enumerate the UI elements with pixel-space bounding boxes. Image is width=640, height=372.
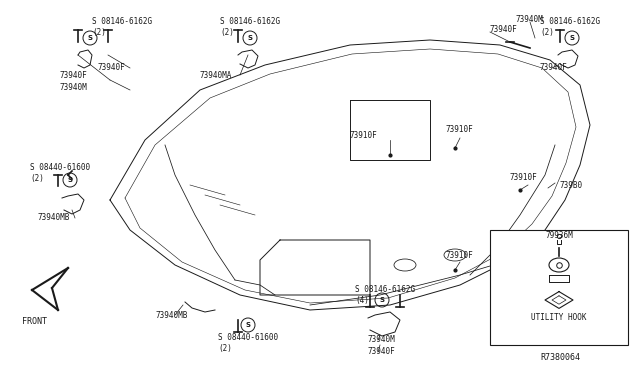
Text: S 08440-61600: S 08440-61600: [30, 164, 90, 173]
Text: (2): (2): [218, 343, 232, 353]
Text: UTILITY HOOK: UTILITY HOOK: [531, 312, 587, 321]
Text: 73940MB: 73940MB: [155, 311, 188, 320]
Text: (2): (2): [92, 28, 106, 36]
Text: 73910F: 73910F: [510, 173, 538, 183]
Text: (2): (2): [220, 28, 234, 36]
Text: FRONT: FRONT: [22, 317, 47, 327]
Text: S: S: [380, 297, 385, 303]
Text: 73940MB: 73940MB: [38, 214, 70, 222]
Text: S 08146-6162G: S 08146-6162G: [540, 17, 600, 26]
Text: 73910F: 73910F: [445, 250, 473, 260]
Text: R7380064: R7380064: [540, 353, 580, 362]
Text: (2): (2): [30, 173, 44, 183]
Text: 73940F: 73940F: [98, 64, 125, 73]
Text: 73940F: 73940F: [540, 64, 568, 73]
Text: 79936M: 79936M: [545, 231, 573, 240]
Text: 73940M: 73940M: [60, 83, 88, 93]
Bar: [490, 230, 628, 345]
Text: 73940F: 73940F: [490, 26, 518, 35]
Text: S: S: [248, 35, 253, 41]
Text: S: S: [67, 177, 72, 183]
Text: S: S: [88, 35, 93, 41]
Text: 73940M: 73940M: [368, 336, 396, 344]
Text: S 08146-6162G: S 08146-6162G: [92, 17, 152, 26]
Text: S: S: [570, 35, 575, 41]
Text: 73940F: 73940F: [368, 347, 396, 356]
Text: 73910F: 73910F: [445, 125, 473, 135]
Text: S 08440-61600: S 08440-61600: [218, 334, 278, 343]
Text: S 08146-6162G: S 08146-6162G: [220, 17, 280, 26]
Text: 73940F: 73940F: [60, 71, 88, 80]
Text: S: S: [246, 322, 250, 328]
Text: (2): (2): [540, 28, 554, 36]
Text: 73940MA: 73940MA: [200, 71, 232, 80]
Text: 739B0: 739B0: [560, 180, 583, 189]
Text: 73910F: 73910F: [350, 131, 378, 140]
Text: 73940M: 73940M: [515, 16, 543, 25]
Text: S 08146-6162G: S 08146-6162G: [355, 285, 415, 295]
Text: (4): (4): [355, 295, 369, 305]
